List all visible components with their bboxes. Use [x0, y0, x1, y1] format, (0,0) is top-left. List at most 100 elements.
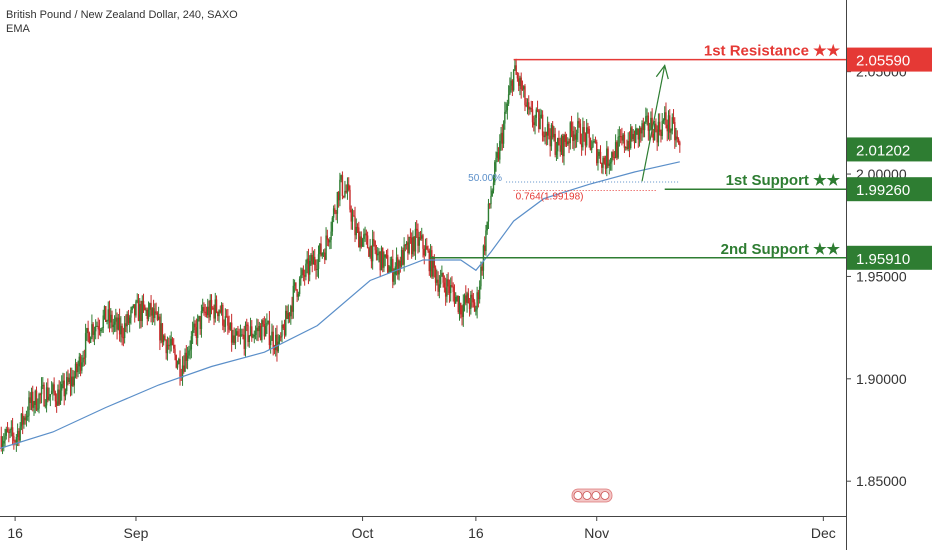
- candle-body: [635, 128, 637, 143]
- projection-arrow: [641, 65, 666, 182]
- candle-body: [162, 335, 165, 343]
- candle-body: [48, 396, 50, 400]
- candle-body: [201, 307, 204, 312]
- candle-body: [302, 269, 305, 276]
- candle-body: [173, 344, 175, 349]
- candle-body: [370, 245, 373, 262]
- candle-body: [375, 250, 378, 256]
- candle-body: [677, 138, 680, 143]
- candle-body: [596, 142, 598, 164]
- candle-body: [342, 195, 345, 197]
- candle-body: [207, 306, 209, 316]
- candle-body: [62, 380, 64, 385]
- candle-body: [563, 134, 565, 157]
- candle-body: [565, 141, 568, 145]
- candle-body: [217, 311, 219, 317]
- candle-body: [254, 331, 257, 335]
- price-tag-label: 1.95910: [856, 251, 910, 268]
- candle-body: [647, 115, 650, 131]
- candle-body: [306, 258, 308, 264]
- candle-body: [512, 69, 515, 91]
- candle-body: [305, 263, 307, 277]
- candle-body: [446, 279, 448, 297]
- candle-body: [475, 309, 477, 312]
- candle-body: [405, 242, 408, 246]
- candle-body: [150, 303, 152, 316]
- candle-body: [510, 80, 512, 86]
- x-tick-label: 16: [7, 525, 23, 541]
- candle-body: [73, 376, 75, 386]
- candle-body: [360, 236, 363, 247]
- candle-body: [179, 358, 181, 377]
- candle-body: [19, 426, 21, 441]
- y-tick-label: 1.85000: [856, 473, 907, 489]
- candle-body: [72, 376, 74, 386]
- candle-body: [568, 141, 570, 144]
- candle-body: [84, 333, 87, 358]
- candle-body: [414, 228, 417, 252]
- candle-body: [24, 417, 26, 421]
- candle-body: [142, 300, 145, 306]
- candle-body: [249, 326, 252, 336]
- candle-body: [209, 299, 211, 318]
- candle-body: [170, 338, 172, 346]
- candle-body: [483, 245, 486, 252]
- candle-body: [4, 435, 6, 441]
- candle-body: [199, 316, 201, 329]
- level-name: 2nd Support ★★: [721, 241, 841, 258]
- candle-body: [374, 240, 376, 251]
- x-tick-label: 16: [468, 525, 484, 541]
- candle-body: [554, 133, 556, 155]
- candle-body: [262, 320, 264, 325]
- candle-body: [0, 436, 2, 449]
- candle-body: [410, 237, 413, 255]
- candle-body: [14, 441, 16, 443]
- candle-body: [64, 390, 67, 397]
- candle-body: [316, 268, 318, 270]
- y-tick-label: 1.95000: [856, 268, 907, 284]
- candle-body: [606, 148, 608, 169]
- candle-body: [337, 192, 340, 201]
- candle-body: [208, 306, 210, 318]
- candle-body: [376, 253, 379, 256]
- candle-body: [441, 272, 443, 277]
- candle-body: [636, 128, 638, 130]
- candle-body: [171, 338, 174, 345]
- candle-body: [413, 236, 415, 252]
- candle-body: [353, 215, 355, 217]
- candle-body: [237, 331, 239, 336]
- candle-body: [437, 279, 439, 292]
- candle-body: [341, 175, 344, 196]
- candle-body: [540, 114, 543, 119]
- candle-body: [8, 432, 10, 434]
- candle-body: [261, 320, 263, 341]
- candle-body: [229, 322, 232, 330]
- candle-body: [426, 246, 428, 250]
- candle-body: [443, 282, 446, 288]
- candle-body: [395, 257, 398, 267]
- candle-body: [641, 123, 643, 134]
- candle-body: [622, 134, 624, 141]
- candle-body: [584, 133, 587, 146]
- candle-body: [33, 404, 35, 408]
- candle-body: [3, 440, 5, 444]
- candle-body: [671, 117, 673, 131]
- candle-body: [399, 260, 402, 267]
- candle-body: [640, 128, 642, 134]
- candle-body: [102, 315, 104, 329]
- candle-body: [140, 304, 142, 322]
- candle-body: [428, 250, 430, 272]
- candle-body: [511, 80, 514, 91]
- candle-body: [398, 260, 400, 275]
- candle-body: [429, 250, 432, 272]
- candle-body: [267, 321, 269, 323]
- candle-body: [559, 145, 561, 152]
- candle-body: [219, 310, 222, 313]
- candle-body: [319, 243, 321, 255]
- candle-body: [135, 301, 137, 316]
- candle-body: [346, 184, 349, 193]
- candle-body: [11, 427, 14, 436]
- candle-body: [609, 162, 612, 164]
- candle-body: [15, 437, 18, 443]
